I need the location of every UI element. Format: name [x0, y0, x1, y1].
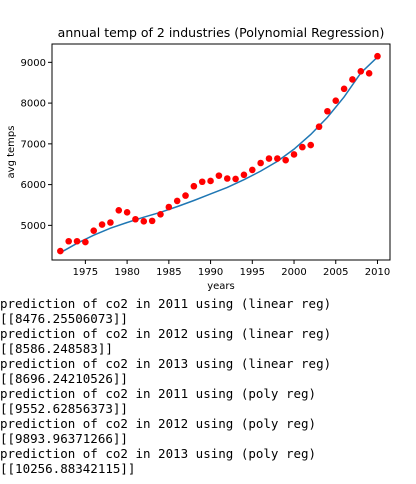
x-tick-label: 2010 [365, 267, 390, 278]
console-output: prediction of co2 in 2011 using (linear … [0, 296, 416, 476]
data-point [240, 171, 248, 179]
x-axis-label: years [207, 281, 235, 292]
data-point [290, 151, 298, 158]
data-point [215, 172, 223, 179]
data-point [315, 123, 323, 131]
data-point [232, 175, 239, 183]
x-tick-label: 1985 [156, 267, 181, 278]
y-tick-label: 6000 [21, 180, 46, 191]
prediction-label: prediction of co2 in 2013 using (linear … [0, 356, 332, 371]
data-point [73, 237, 81, 245]
data-point [190, 182, 198, 190]
prediction-label: prediction of co2 in 2011 using (linear … [0, 296, 332, 311]
data-point [82, 238, 89, 246]
data-point [165, 203, 173, 211]
data-point [299, 143, 306, 151]
data-point [157, 211, 164, 218]
data-point [148, 217, 156, 225]
y-axis-label: avg temps [6, 126, 17, 179]
data-point [357, 68, 365, 75]
data-point [257, 159, 264, 167]
data-point [365, 70, 373, 77]
prediction-value: [[9552.62856373]] [0, 401, 128, 416]
data-point [140, 217, 148, 225]
x-tick-label: 1995 [240, 267, 265, 278]
y-tick-label: 8000 [21, 99, 46, 110]
data-point [65, 237, 72, 245]
data-point [349, 76, 356, 83]
data-point [324, 107, 331, 115]
prediction-value: [[8476.25506073]] [0, 311, 128, 326]
prediction-label: prediction of co2 in 2012 using (linear … [0, 326, 332, 341]
data-point [282, 156, 289, 164]
data-point [307, 141, 315, 149]
data-point [115, 206, 123, 214]
data-point [123, 209, 131, 216]
data-point [340, 85, 348, 93]
y-tick-label: 5000 [21, 221, 46, 232]
data-point [374, 52, 381, 60]
y-tick-label: 7000 [21, 139, 46, 150]
prediction-label: prediction of co2 in 2013 using (poly re… [0, 446, 317, 461]
x-tick-label: 1975 [73, 267, 98, 278]
prediction-value: [[8586.248583]] [0, 341, 113, 356]
data-point [249, 166, 256, 174]
data-point [107, 219, 114, 226]
data-point [198, 178, 206, 186]
data-point [90, 227, 98, 234]
prediction-label: prediction of co2 in 2012 using (poly re… [0, 416, 317, 431]
data-point [57, 247, 64, 255]
data-point [274, 155, 281, 162]
data-point [98, 221, 106, 228]
x-tick-label: 1980 [114, 267, 139, 278]
chart-title: annual temp of 2 industries (Polynomial … [58, 25, 385, 40]
data-point [265, 155, 273, 162]
prediction-value: [[9893.96371266]] [0, 431, 128, 446]
x-tick-label: 1990 [198, 267, 223, 278]
x-tick-label: 2000 [281, 267, 306, 278]
plot-frame [51, 43, 391, 261]
data-point [132, 215, 139, 223]
data-point [223, 175, 231, 182]
y-tick-label: 9000 [21, 58, 46, 69]
regression-curve [59, 56, 378, 254]
prediction-label: prediction of co2 in 2011 using (poly re… [0, 386, 317, 401]
prediction-value: [[8696.24210526]] [0, 371, 128, 386]
data-point [182, 192, 189, 199]
prediction-value: [[10256.88342115]] [0, 461, 136, 476]
polynomial-regression-chart: annual temp of 2 industries (Polynomial … [6, 25, 391, 292]
data-point [332, 97, 340, 104]
x-tick-label: 2005 [323, 267, 348, 278]
data-point [207, 177, 214, 185]
data-point [173, 197, 181, 205]
